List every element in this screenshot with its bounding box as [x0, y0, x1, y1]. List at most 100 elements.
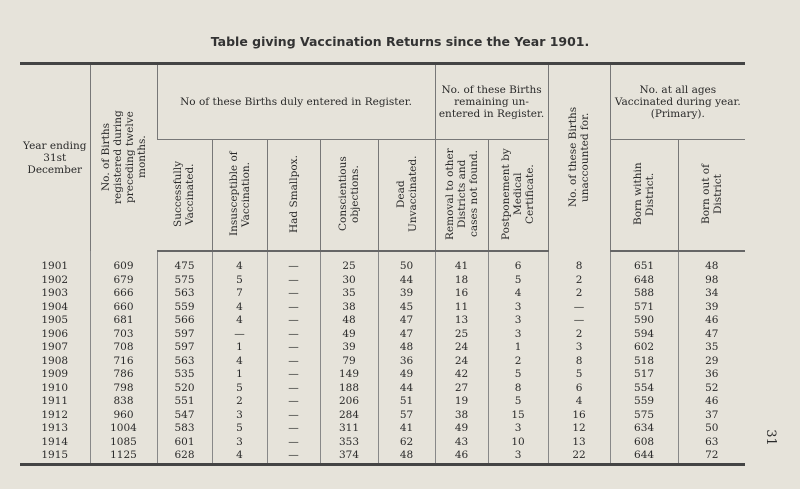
table-cell: 11 [434, 300, 489, 314]
table-cell: 651 [609, 251, 679, 274]
table-cell: 535 [156, 368, 212, 382]
table-cell: 1914 [41, 435, 69, 448]
subheader: Dead Unvaccinated. [377, 139, 436, 252]
table-row: 1907 708 597 1—39 48 24 1 3 602 35 [20, 341, 746, 355]
table-cell: — [266, 435, 320, 449]
subheader: Had Smallpox. [266, 139, 320, 252]
header-group-entered: No of these Births duly entered in Regis… [156, 63, 436, 140]
table-cell: 2 [211, 395, 267, 409]
table-cell: 16 [547, 408, 611, 422]
table-cell: 1125 [89, 449, 157, 464]
table-cell: 149 [319, 368, 378, 382]
table-cell: 16 [434, 287, 489, 301]
table-cell: 4 [211, 354, 267, 368]
table-cell: 559 [609, 395, 679, 409]
table-cell: 39 [319, 341, 378, 355]
table-cell: 4 [211, 300, 267, 314]
table-cell: 15 [487, 408, 549, 422]
table-cell: 36 [377, 354, 436, 368]
table-cell: 41 [377, 422, 436, 436]
table-cell: 35 [677, 341, 746, 355]
table-cell: 681 [89, 314, 157, 328]
table-cell: 960 [89, 408, 157, 422]
table-cell: 571 [609, 300, 679, 314]
table-cell: 8 [547, 354, 611, 368]
table-cell: 353 [319, 435, 378, 449]
table-cell: 6 [487, 251, 549, 274]
table-row: 1915 1125 628 4—374 48 46 3 22 644 72 [20, 449, 746, 464]
table-cell: — [266, 368, 320, 382]
table-cell: 13 [434, 314, 489, 328]
table-cell: 520 [156, 381, 212, 395]
table-cell: 41 [434, 251, 489, 274]
table-cell: 798 [89, 381, 157, 395]
table-cell: 46 [677, 314, 746, 328]
header-year: Year ending 31st December [23, 140, 87, 176]
table-title: Table giving Vaccination Returns since t… [210, 34, 590, 49]
table-cell: 628 [156, 449, 212, 464]
table-cell: 1 [211, 368, 267, 382]
table-cell: 716 [89, 354, 157, 368]
table-cell: 62 [377, 435, 436, 449]
table-row: 1910 798 520 5—188 44 27 8 6 554 52 [20, 381, 746, 395]
table-cell: 475 [156, 251, 212, 274]
table-cell: 13 [547, 435, 611, 449]
table-cell: 601 [156, 435, 212, 449]
table-cell: 4 [211, 251, 267, 274]
table-cell: — [211, 327, 267, 341]
table-cell: 1905 [41, 314, 69, 326]
table-cell: 551 [156, 395, 212, 409]
table-cell: 786 [89, 368, 157, 382]
table-cell: 311 [319, 422, 378, 436]
table-cell: 660 [89, 300, 157, 314]
table-cell: 34 [677, 287, 746, 301]
table-cell: 19 [434, 395, 489, 409]
table-cell: — [547, 314, 611, 328]
table-cell: 57 [377, 408, 436, 422]
table-cell: 48 [319, 314, 378, 328]
table-cell: 1907 [41, 341, 69, 353]
table-cell: 1903 [41, 287, 69, 299]
table-cell: 609 [89, 251, 157, 274]
table-cell: 583 [156, 422, 212, 436]
table-cell: 518 [609, 354, 679, 368]
table-cell: 547 [156, 408, 212, 422]
table-cell: 46 [434, 449, 489, 464]
table-cell: 188 [319, 381, 378, 395]
table-cell: 3 [211, 408, 267, 422]
table-cell: 50 [677, 422, 746, 436]
table-cell: 590 [609, 314, 679, 328]
table-cell: 3 [487, 449, 549, 464]
table-cell: 575 [156, 273, 212, 287]
vaccination-table: Year ending 31st December No. of Births … [20, 62, 746, 466]
table-cell: 3 [211, 435, 267, 449]
table-cell: 1 [487, 341, 549, 355]
table-cell: 1915 [41, 449, 69, 461]
table-cell: 644 [609, 449, 679, 464]
table-cell: 47 [377, 327, 436, 341]
header-group-all-ages: No. at all ages Vaccinated during year. … [609, 63, 746, 140]
table-cell: 4 [547, 395, 611, 409]
table-cell: 7 [211, 287, 267, 301]
table-cell: 563 [156, 287, 212, 301]
table-cell: 597 [156, 327, 212, 341]
table-cell: 1912 [41, 408, 69, 421]
subheader: Born out of District [677, 139, 746, 252]
table-cell: 679 [89, 273, 157, 287]
table-cell: 51 [377, 395, 436, 409]
table-cell: 559 [156, 300, 212, 314]
subheader: Born within District. [609, 139, 679, 252]
table-cell: 3 [487, 314, 549, 328]
table-cell: 44 [377, 381, 436, 395]
table-cell: — [266, 354, 320, 368]
table-cell: 5 [211, 273, 267, 287]
table-cell: 2 [487, 354, 549, 368]
table-cell: — [266, 314, 320, 328]
table-cell: 566 [156, 314, 212, 328]
table-cell: — [266, 395, 320, 409]
table-cell: 35 [319, 287, 378, 301]
table-cell: 2 [547, 273, 611, 287]
table-cell: 206 [319, 395, 378, 409]
table-row: 1911 838 551 2—206 51 19 5 4 559 46 [20, 395, 746, 409]
table-cell: 44 [377, 273, 436, 287]
